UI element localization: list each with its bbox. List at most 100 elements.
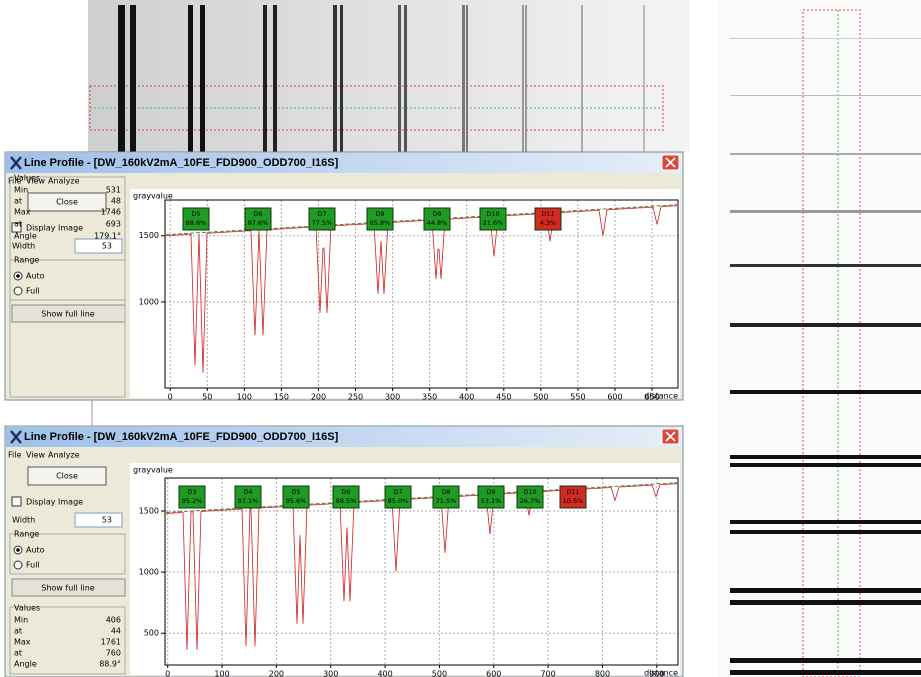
value-number: 1761 [101,638,121,647]
x-tick-label: 400 [459,393,474,402]
x-tick-label: 550 [570,393,585,402]
range-option: Auto [26,546,45,555]
x-tick-label: 900 [649,670,664,677]
wire [466,5,468,152]
value-name: Angle [14,660,37,669]
x-tick-label: 500 [533,393,548,402]
wire [643,5,645,152]
range-radio[interactable] [14,287,22,295]
screen: Line Profile - [DW_160kV2mA_10FE_FDD900_… [0,0,921,677]
wire [118,5,125,152]
x-tick-label: 500 [432,670,447,677]
value-name: at [14,649,22,658]
wire [730,600,921,605]
menu-item[interactable]: View [26,451,45,460]
x-tick-label: 50 [202,393,212,402]
marker-label: D10 [486,210,499,218]
marker-value: 88.6% [186,219,207,227]
width-label: Width [12,516,35,525]
marker-value: 95.2% [182,497,203,505]
marker-label: D5 [191,210,200,218]
plot-panel [130,189,680,398]
wire [130,5,136,152]
wire [730,588,921,593]
marker-value: 77.5% [312,219,333,227]
x-tick-label: 450 [496,393,511,402]
wire [730,520,921,524]
y-tick-label: 1000 [139,568,159,577]
radio-dot [16,274,20,278]
marker-value: 85.0% [388,497,409,505]
menu-item[interactable]: File [8,451,21,460]
wire [730,463,921,467]
wire [730,95,921,96]
x-tick-label: 300 [323,670,338,677]
y-tick-label: 1000 [139,297,159,306]
window-title: Line Profile - [DW_160kV2mA_10FE_FDD900_… [24,157,339,169]
show-full-line-label: Show full line [41,584,95,593]
value-number: 179.1° [94,232,121,241]
wire [333,5,337,152]
x-tick-label: 700 [540,670,555,677]
width-value: 53 [102,516,112,525]
wire [522,5,524,152]
marker-label: D6 [253,210,262,218]
marker-value: 71.5% [436,497,457,505]
width-input[interactable] [75,513,122,527]
value-number: 693 [106,220,121,229]
marker-value: 88.5% [336,497,357,505]
x-tick-label: 350 [422,393,437,402]
wire [188,5,193,152]
value-name: at [14,627,22,636]
value-name: at [14,197,22,206]
value-name: Max [14,638,31,647]
marker-value: 95.6% [286,497,307,505]
marker-value: 44.8% [427,219,448,227]
wire [462,5,465,152]
marker-value: 53.1% [481,497,502,505]
wire [404,5,407,152]
wire [730,455,921,459]
width-label: Width [12,242,35,251]
radio-dot [16,548,20,552]
marker-label: D11 [566,488,579,496]
y-axis-label: grayvalue [133,192,173,201]
y-tick-label: 1500 [139,507,159,516]
marker-value: 26.7% [520,497,541,505]
x-tick-label: 100 [214,670,229,677]
value-name: Angle [14,232,37,241]
wire [730,153,921,155]
x-tick-label: 650 [644,393,659,402]
wire [730,323,921,327]
wire [581,5,583,152]
range-radio[interactable] [14,561,22,569]
value-name: Max [14,208,31,217]
window-title: Line Profile - [DW_160kV2mA_10FE_FDD900_… [24,431,339,443]
width-value: 53 [102,242,112,251]
x-tick-label: 100 [237,393,252,402]
marker-label: D11 [541,210,554,218]
close-label: Close [56,198,78,207]
wire [263,5,267,152]
value-number: 44 [111,627,121,636]
y-tick-label: 500 [144,629,159,638]
value-number: 760 [106,649,121,658]
wire [398,5,401,152]
wire [730,530,921,534]
value-name: Min [14,186,28,195]
marker-label: D8 [441,488,450,496]
marker-value: 10.5% [563,497,584,505]
line-profile-window: Line Profile - [DW_160kV2mA_10FE_FDD900_… [5,426,683,677]
range-label: Range [14,256,39,265]
page: Line Profile - [DW_160kV2mA_10FE_FDD900_… [0,0,921,677]
display-image-checkbox[interactable] [12,497,21,506]
wire [200,5,205,152]
value-number: 406 [106,616,121,625]
width-input[interactable] [75,239,122,253]
range-option: Full [26,287,40,296]
x-tick-label: 0 [165,670,170,677]
display-image-label: Display Image [26,498,83,507]
x-tick-label: 600 [486,670,501,677]
menu-item[interactable]: Analyze [48,451,80,460]
menu-item[interactable]: Analyze [48,177,80,186]
